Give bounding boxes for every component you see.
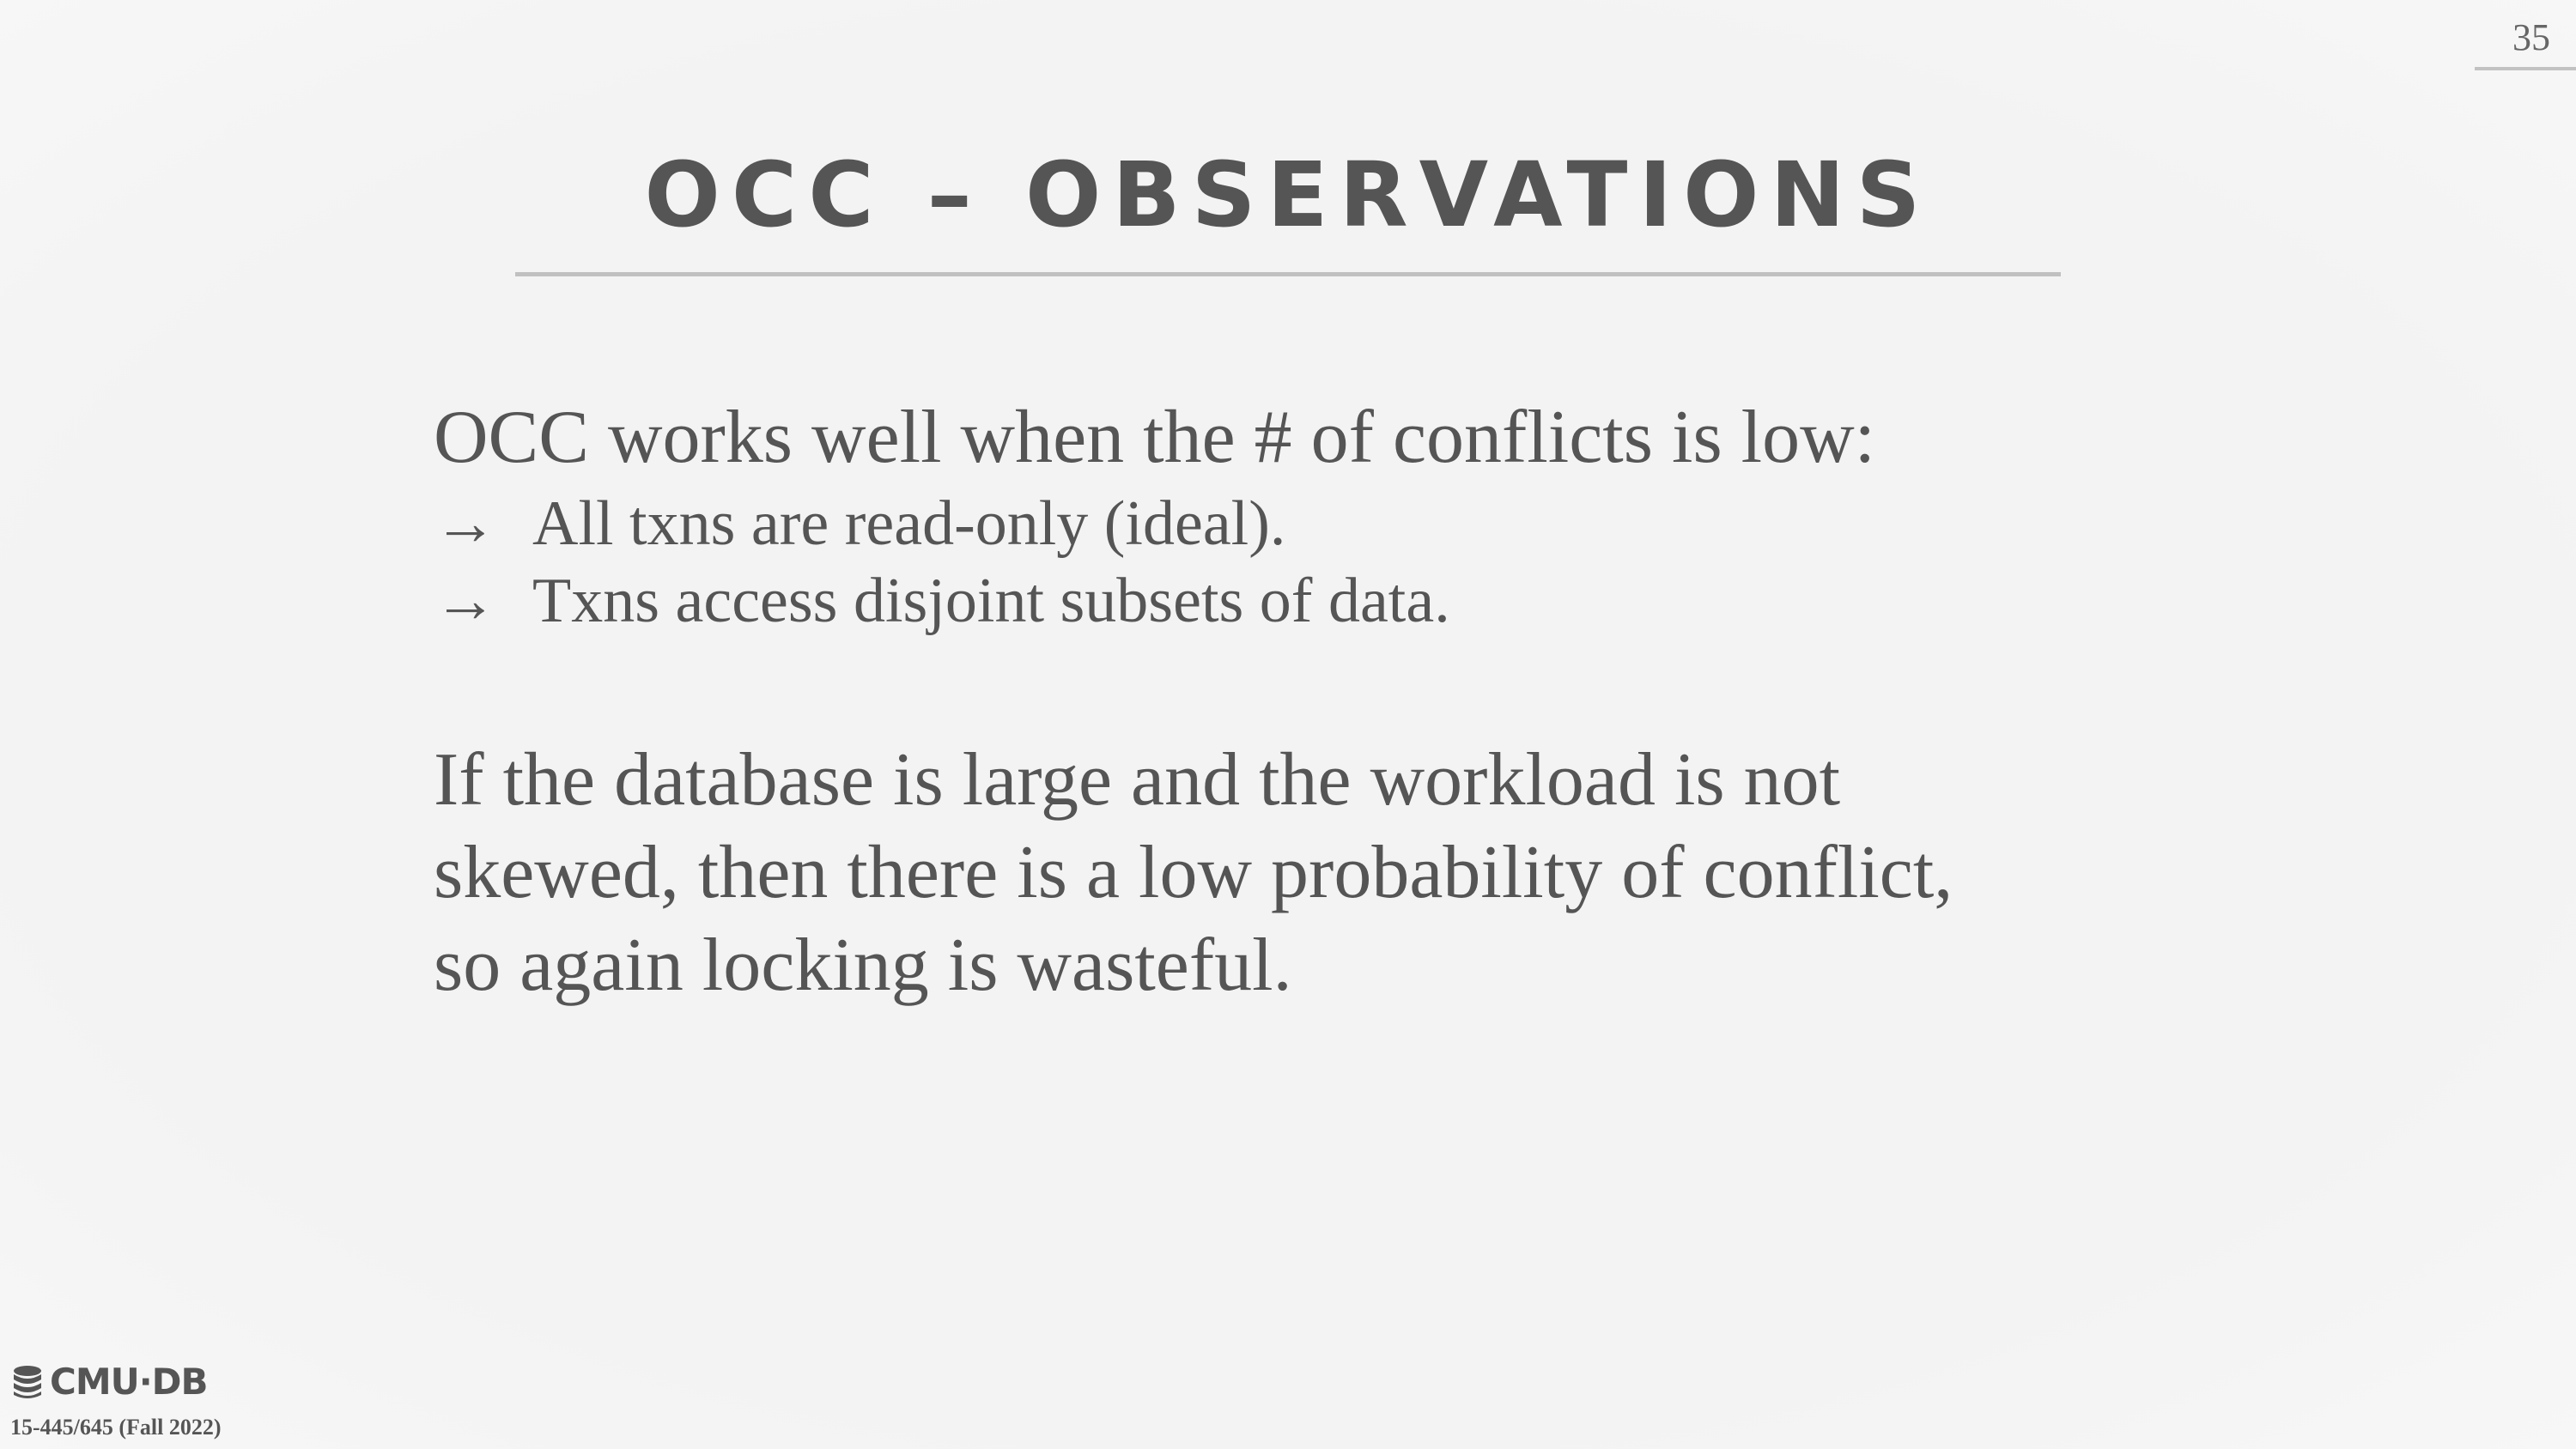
page-number: 35 [2512,16,2550,58]
arrow-icon: → [434,488,497,559]
bullet-item: → Txns access disjoint subsets of data. [434,562,2151,640]
database-icon [14,1365,41,1398]
bullet-text: Txns access disjoint subsets of data. [532,566,1450,636]
lead-statement: OCC works well when the # of conflicts i… [434,396,1876,479]
logo-text: CMU·DB [50,1361,209,1403]
paragraph-line: skewed, then there is a low probability … [434,831,1953,914]
page-number-rule [2475,67,2576,70]
slide-title: OCC – OBSERVATIONS [644,142,1932,247]
paragraph-line: so again locking is wasteful. [434,924,1292,1007]
bullet-item: → All txns are read-only (ideal). [434,485,2151,562]
course-label: 15-445/645 (Fall 2022) [10,1415,222,1440]
slide-content: OCC works well when the # of conflicts i… [434,391,2151,1012]
arrow-icon: → [434,566,497,636]
bullet-text: All txns are read-only (ideal). [532,488,1286,559]
paragraph-line: If the database is large and the workloa… [434,738,1841,822]
title-underline [515,272,2061,276]
cmu-db-logo: CMU·DB [10,1361,209,1403]
conclusion-paragraph: If the database is large and the workloa… [434,734,2151,1012]
